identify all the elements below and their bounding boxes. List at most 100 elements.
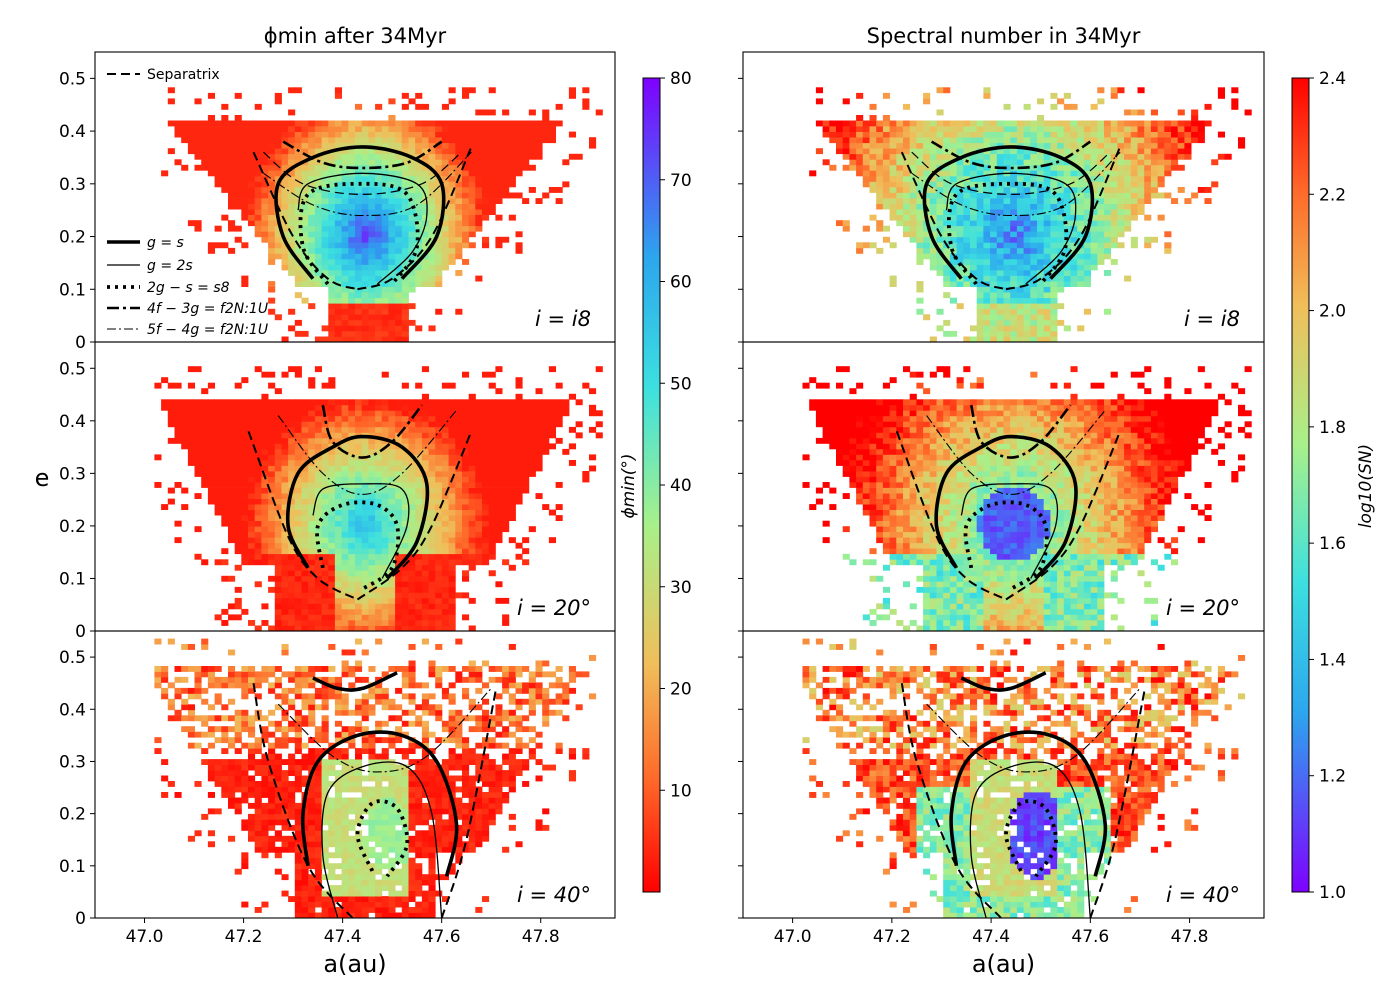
heatmap-cell	[281, 498, 289, 505]
heatmap-cell	[341, 336, 349, 343]
heatmap-cell	[488, 187, 496, 193]
heatmap-cell	[1016, 253, 1024, 260]
heatmap-cell	[341, 242, 349, 249]
heatmap-cell	[334, 297, 342, 304]
heatmap-cell	[241, 410, 249, 417]
heatmap-cell	[949, 592, 957, 599]
heatmap-cell	[970, 170, 978, 177]
heatmap-cell	[261, 410, 269, 417]
heatmap-cell	[268, 460, 276, 466]
heatmap-cell	[341, 286, 349, 293]
heatmap-cell	[234, 537, 242, 544]
heatmap-cell	[248, 559, 256, 566]
heatmap-cell	[221, 620, 229, 626]
heatmap-cell	[903, 515, 911, 521]
heatmap-cell	[281, 548, 289, 555]
heatmap-cell	[1083, 275, 1091, 282]
heatmap-cell	[822, 404, 830, 411]
heatmap-cell	[528, 142, 536, 149]
heatmap-cell	[201, 465, 209, 472]
heatmap-cell	[408, 159, 416, 166]
heatmap-cell	[228, 153, 236, 160]
heatmap-cell	[869, 448, 877, 455]
heatmap-cell	[909, 192, 917, 199]
heatmap-cell	[856, 448, 864, 455]
heatmap-cell	[936, 443, 944, 450]
heatmap-cell	[535, 137, 543, 144]
heatmap-cell	[849, 126, 857, 132]
heatmap-cell	[1023, 259, 1031, 265]
heatmap-cell	[1023, 103, 1031, 110]
heatmap-cell	[321, 515, 329, 521]
heatmap-cell	[268, 476, 276, 483]
heatmap-cell	[1144, 175, 1152, 182]
heatmap-cell	[1090, 103, 1098, 110]
heatmap-cell	[1077, 153, 1085, 160]
heatmap-cell	[308, 142, 316, 149]
heatmap-cell	[970, 421, 978, 428]
heatmap-cell	[1077, 325, 1085, 332]
heatmap-cell	[221, 443, 229, 450]
heatmap-cell	[1003, 297, 1011, 304]
heatmap-cell	[341, 187, 349, 193]
heatmap-cell	[468, 170, 476, 177]
heatmap-cell	[1150, 148, 1158, 155]
heatmap-cell	[949, 448, 957, 455]
heatmap-cell	[462, 198, 470, 204]
heatmap-cell	[936, 432, 944, 439]
heatmap-cell	[1037, 264, 1045, 271]
heatmap-cell	[281, 570, 289, 577]
heatmap-cell	[929, 214, 937, 221]
heatmap-cell	[1010, 482, 1018, 488]
heatmap-cell	[228, 410, 236, 417]
heatmap-cell	[308, 131, 316, 138]
heatmap-cell	[809, 404, 817, 411]
heatmap-cell	[221, 103, 229, 110]
heatmap-cell	[401, 314, 409, 321]
heatmap-cell	[943, 170, 951, 177]
heatmap-cell	[1003, 192, 1011, 199]
heatmap-cell	[970, 437, 978, 444]
heatmap-cell	[970, 209, 978, 215]
heatmap-cell	[1030, 198, 1038, 204]
heatmap-cell	[869, 498, 877, 505]
heatmap-cell	[254, 170, 262, 177]
heatmap-cell	[294, 437, 302, 444]
heatmap-cell	[943, 175, 951, 182]
heatmap-cell	[462, 92, 470, 99]
heatmap-cell	[234, 120, 242, 127]
heatmap-cell	[241, 377, 249, 384]
heatmap-cell	[241, 531, 249, 538]
heatmap-cell	[943, 443, 951, 450]
heatmap-cell	[1137, 109, 1145, 116]
heatmap-cell	[274, 192, 282, 199]
heatmap-cell	[194, 126, 202, 132]
heatmap-cell	[361, 548, 369, 555]
heatmap-cell	[1003, 126, 1011, 132]
heatmap-cell	[308, 399, 316, 406]
heatmap-cell	[929, 231, 937, 238]
heatmap-cell	[963, 620, 971, 626]
heatmap-cell	[1057, 270, 1065, 276]
heatmap-cell	[822, 120, 830, 127]
heatmap-cell	[909, 404, 917, 411]
heatmap-cell	[241, 548, 249, 555]
heatmap-cell	[1077, 214, 1085, 221]
heatmap-cell	[294, 264, 302, 271]
heatmap-cell	[943, 231, 951, 238]
heatmap-cell	[1137, 159, 1145, 166]
heatmap-cell	[261, 371, 269, 378]
heatmap-cell	[194, 366, 202, 373]
heatmap-cell	[822, 159, 830, 166]
heatmap-cell	[1144, 131, 1152, 138]
heatmap-cell	[1003, 603, 1011, 610]
heatmap-cell	[976, 330, 984, 337]
heatmap-cell	[261, 153, 269, 160]
heatmap-cell	[916, 192, 924, 199]
heatmap-cell	[889, 164, 897, 171]
heatmap-cell	[1010, 437, 1018, 444]
heatmap-cell	[228, 225, 236, 232]
heatmap-cell	[348, 559, 356, 566]
heatmap-cell	[916, 297, 924, 304]
heatmap-cell	[1016, 319, 1024, 326]
